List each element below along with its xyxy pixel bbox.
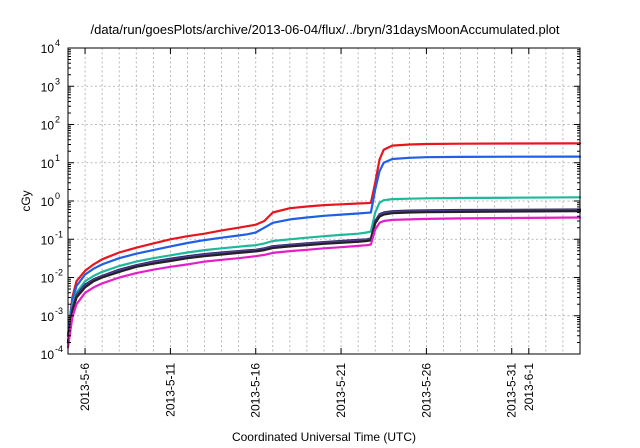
y-tick-label: 10 (41, 272, 55, 286)
series-line-6 (66, 210, 582, 344)
y-tick-label: 10 (41, 80, 55, 94)
x-axis-ticks: 2013-5-6 2013-5-11 2013-5-16 2013-5-21 2013-… (78, 48, 536, 418)
series-line-1 (66, 142, 582, 337)
y-tick-exponent: 4 (55, 38, 60, 48)
y-tick-exponent: -1 (55, 229, 63, 239)
y-tick-exponent: 3 (55, 76, 60, 86)
x-tick-label: 2013-5-26 (419, 363, 433, 418)
y-tick-exponent: 2 (55, 115, 60, 125)
y-tick-label: 10 (41, 119, 55, 133)
y-tick-label: 10 (41, 195, 55, 209)
series-line-7 (66, 216, 582, 349)
y-tick-exponent: 0 (55, 191, 60, 201)
y-tick-exponent: -3 (55, 306, 63, 316)
y-tick-label: 10 (41, 310, 55, 324)
x-tick-label: 2013-5-31 (505, 363, 519, 418)
x-tick-label: 2013-6-1 (522, 363, 536, 411)
y-tick-label: 10 (41, 233, 55, 247)
x-tick-label: 2013-5-11 (163, 363, 177, 417)
series-line-3 (66, 196, 582, 344)
y-tick-exponent: -4 (55, 344, 63, 354)
x-axis-label: Coordinated Universal Time (UTC) (232, 430, 416, 444)
x-tick-label: 2013-5-16 (249, 363, 263, 418)
series-lines (66, 142, 582, 349)
x-tick-label: 2013-5-6 (78, 363, 92, 411)
grid-lines (68, 48, 580, 354)
y-tick-exponent: -2 (55, 268, 63, 278)
y-axis-label: cGy (19, 190, 33, 211)
x-tick-label: 2013-5-21 (334, 363, 348, 418)
series-line-2 (66, 155, 582, 337)
chart-title: /data/run/goesPlots/archive/2013-06-04/f… (91, 22, 560, 37)
y-tick-exponent: 1 (55, 153, 60, 163)
y-tick-label: 10 (41, 157, 55, 171)
y-tick-label: 10 (41, 42, 55, 56)
y-tick-label: 10 (41, 348, 55, 362)
